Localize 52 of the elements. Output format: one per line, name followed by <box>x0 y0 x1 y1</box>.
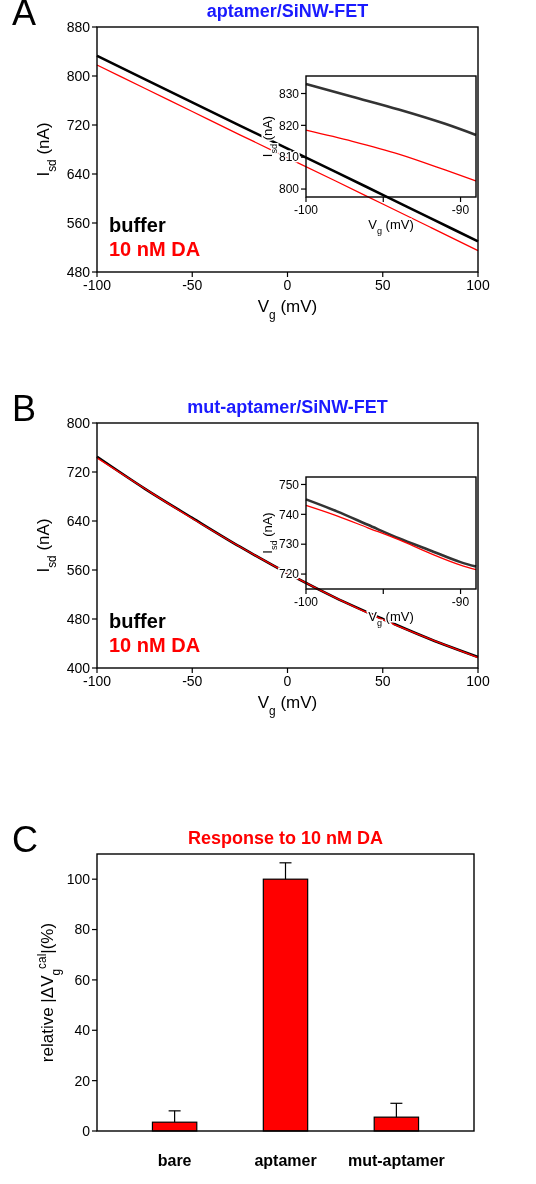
text: A <box>12 0 37 33</box>
y-tick-label: 560 <box>66 214 91 231</box>
chart-title: mut-aptamer/SiNW-FET <box>187 397 388 417</box>
y-tick-label: 830 <box>278 86 300 101</box>
x-tick-label: 100 <box>466 673 490 690</box>
text: buffer <box>109 610 166 632</box>
x-tick-label: -50 <box>182 673 203 690</box>
y-tick-label: 80 <box>74 921 91 938</box>
x-tick-label: -90 <box>451 594 470 609</box>
y-tick-label: 720 <box>66 463 91 480</box>
x-axis-title: V$_{g}$ (mV) <box>257 693 318 718</box>
y-tick-label: 820 <box>278 118 300 133</box>
x-tick-label: 50 <box>374 277 391 294</box>
chart-title: aptamer/SiNW-FET <box>206 1 369 21</box>
y-tick-label: 880 <box>66 18 91 35</box>
x-tick-label: -100 <box>82 673 112 690</box>
y-tick-label: 640 <box>66 165 91 182</box>
chart-title: Response to 10 nM DA <box>187 828 384 848</box>
x-axis-title: V$_{g}$ (mV) <box>368 217 414 236</box>
x-tick-label: aptamer <box>254 1152 317 1169</box>
y-tick-label: 800 <box>66 414 91 431</box>
x-tick-label: 100 <box>466 277 490 294</box>
x-tick-label: mut-aptamer <box>347 1152 445 1169</box>
text: 10 nM DA <box>109 634 201 656</box>
x-tick-label: -100 <box>82 277 112 294</box>
y-tick-label: 100 <box>66 871 91 888</box>
x-tick-label: 50 <box>374 673 391 690</box>
y-tick-label: 60 <box>74 971 91 988</box>
text: buffer <box>109 214 166 236</box>
y-tick-label: 0 <box>82 1122 91 1139</box>
y-tick-label: 740 <box>278 507 300 522</box>
y-tick-label: 750 <box>278 477 300 492</box>
x-tick-label: bare <box>157 1152 192 1169</box>
y-tick-label: 480 <box>66 610 91 627</box>
x-tick-label: -100 <box>293 202 319 217</box>
y-tick-label: 400 <box>66 659 91 676</box>
y-tick-label: 800 <box>278 182 300 197</box>
y-tick-label: 720 <box>66 116 91 133</box>
y-tick-label: 560 <box>66 561 91 578</box>
text: B <box>12 388 37 429</box>
text: C <box>12 819 38 860</box>
y-tick-label: 40 <box>74 1022 91 1039</box>
y-tick-label: 800 <box>66 67 91 84</box>
y-tick-label: 20 <box>74 1072 91 1089</box>
x-tick-label: -50 <box>182 277 203 294</box>
x-tick-label: -90 <box>451 202 470 217</box>
x-axis-title: V$_{g}$ (mV) <box>257 297 318 322</box>
y-tick-label: 640 <box>66 512 91 529</box>
y-tick-label: 480 <box>66 263 91 280</box>
x-tick-label: -100 <box>293 594 319 609</box>
text: 10 nM DA <box>109 238 201 260</box>
y-tick-label: 730 <box>278 537 300 552</box>
